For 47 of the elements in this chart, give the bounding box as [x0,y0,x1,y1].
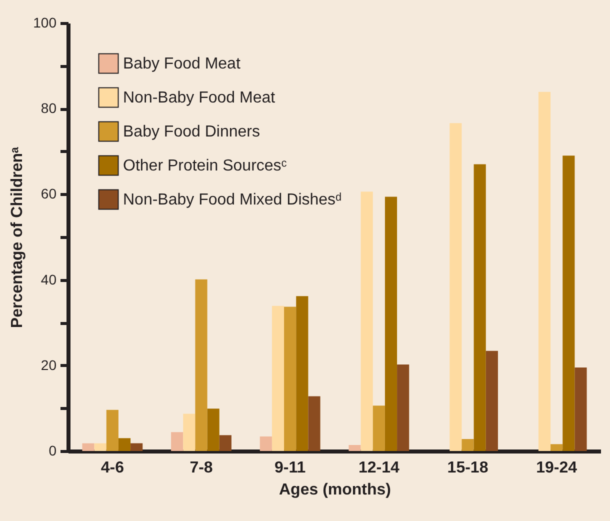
legend-label: Baby Food Meat [123,56,241,72]
bar [130,443,143,451]
bar [94,443,106,451]
bar [284,306,296,451]
bar [550,444,563,451]
x-axis-title: Ages (months) [279,482,391,498]
bar [538,92,551,451]
bar [207,408,220,451]
x-tick-label: 12-14 [358,460,400,476]
bar [450,123,462,451]
bar [462,439,474,451]
y-tick-label: 20 [40,356,57,373]
x-tick-label: 7-8 [190,460,213,476]
y-axis-title: Percentage of Childrenᵃ [9,146,26,328]
y-tick-label: 100 [33,14,57,30]
x-tick-label: 15-18 [447,460,488,476]
bar [486,350,498,451]
x-tick-label: 19-24 [536,460,578,476]
y-tick-label: 80 [40,100,57,116]
bar [183,414,196,451]
bar [118,438,131,451]
bar [348,445,361,451]
legend-label: Non-Baby Food Mixed Dishesᵈ [123,192,342,208]
bar [474,164,486,451]
bar [82,443,94,451]
legend-label: Non-Baby Food Meat [123,90,276,106]
y-tick-label: 60 [40,186,57,202]
bar [219,435,232,451]
bar [106,410,118,451]
bar [296,296,308,451]
bar [372,406,385,451]
legend-label: Other Protein Sourcesᶜ [123,158,288,174]
bar [397,364,410,451]
bar [260,436,272,451]
bar [360,192,373,451]
bar [195,279,208,451]
x-tick-label: 9-11 [274,460,306,476]
x-tick-label: 4-6 [100,460,124,476]
y-tick-label: 40 [40,271,57,288]
bar [272,306,284,451]
bar [308,396,320,451]
bar [562,156,575,451]
legend-label: Baby Food Dinners [123,124,260,140]
bar [171,432,184,451]
bar [384,196,398,451]
bar [574,368,587,451]
y-tick-label: 0 [48,442,57,458]
